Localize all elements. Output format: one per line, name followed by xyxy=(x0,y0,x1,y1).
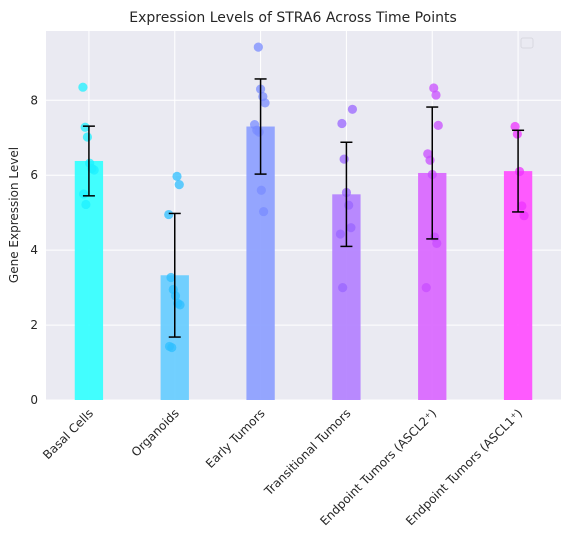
data-point xyxy=(175,300,185,310)
data-point xyxy=(519,211,529,221)
y-axis-title: Gene Expression Level xyxy=(7,147,21,283)
data-point xyxy=(346,223,356,233)
x-tick-label: Transitional Tumors xyxy=(261,406,354,499)
data-point xyxy=(258,206,269,217)
data-point xyxy=(517,201,527,211)
data-point xyxy=(172,171,182,181)
y-tick-label: 6 xyxy=(30,168,38,182)
data-point xyxy=(174,179,184,190)
x-tick-label: Basal Cells xyxy=(40,406,96,462)
y-tick-label: 4 xyxy=(30,243,38,257)
data-point xyxy=(335,229,346,239)
x-tick-labels: Basal Cells Organoids Early TumorsTransiti… xyxy=(40,406,525,528)
data-point xyxy=(429,83,439,93)
data-point xyxy=(166,272,176,283)
y-tick-label: 8 xyxy=(30,93,38,107)
data-point xyxy=(164,209,174,220)
data-point xyxy=(82,132,93,142)
data-point xyxy=(254,127,264,137)
y-tick-label: 0 xyxy=(30,393,38,407)
data-point xyxy=(433,120,443,131)
bars xyxy=(74,126,533,400)
data-point xyxy=(167,342,177,353)
data-point xyxy=(253,42,263,52)
data-point xyxy=(80,122,90,132)
data-point xyxy=(89,165,99,175)
data-point xyxy=(344,200,354,210)
x-tick-label: Early Tumors xyxy=(203,406,268,471)
data-point xyxy=(337,118,347,129)
data-point xyxy=(512,129,522,139)
data-point xyxy=(81,199,91,210)
data-point xyxy=(339,154,349,164)
data-point xyxy=(347,104,358,114)
data-point xyxy=(431,90,441,100)
bar xyxy=(74,160,104,400)
data-point xyxy=(256,185,266,195)
data-point xyxy=(425,155,435,165)
data-point xyxy=(170,291,181,301)
x-tick-label: Organoids xyxy=(129,406,182,459)
legend-box xyxy=(520,37,534,49)
data-point xyxy=(78,82,88,92)
data-point xyxy=(260,98,270,108)
data-point xyxy=(514,166,525,177)
data-point xyxy=(338,283,348,293)
data-point xyxy=(510,121,520,132)
chart-title: Expression Levels of STRA6 Across Time P… xyxy=(129,10,456,26)
y-tick-labels: 0 2 4 6 8 xyxy=(30,93,38,407)
data-point xyxy=(421,283,431,293)
y-tick-label: 2 xyxy=(30,318,38,332)
error-bars xyxy=(82,78,525,338)
data-point xyxy=(432,238,442,249)
data-point xyxy=(79,189,89,199)
plot-background xyxy=(46,31,561,400)
